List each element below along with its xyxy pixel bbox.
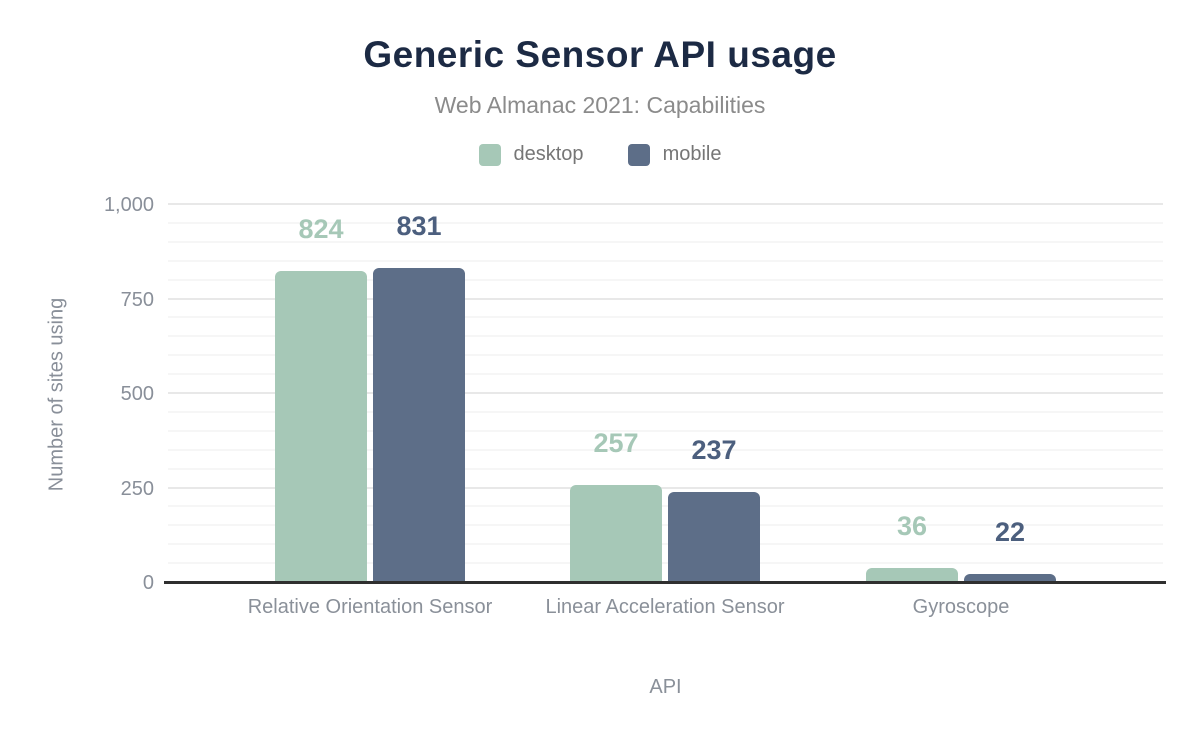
minor-gridline: [168, 354, 1163, 357]
legend-item-desktop[interactable]: desktop: [478, 143, 584, 166]
value-label-desktop-1: 824: [298, 214, 344, 244]
major-gridline: [168, 297, 1163, 300]
bar-mobile-3: [964, 574, 1056, 582]
minor-gridline: [168, 221, 1163, 224]
x-tick-label-1: Relative Orientation Sensor: [247, 596, 493, 618]
minor-gridline: [168, 429, 1163, 432]
minor-gridline: [168, 543, 1163, 546]
major-gridline: [168, 392, 1163, 394]
legend-label-desktop: desktop: [513, 143, 584, 165]
bar-desktop-3: [866, 568, 958, 582]
minor-gridline: [168, 335, 1163, 338]
y-tick-label-250: 250: [120, 477, 154, 500]
minor-gridline: [168, 259, 1163, 262]
legend-swatch-mobile: [627, 143, 650, 166]
value-label-mobile-3: 22: [994, 517, 1026, 547]
value-label-desktop-2: 257: [593, 428, 639, 458]
y-tick-label-500: 500: [120, 383, 154, 405]
bar-desktop-1: [275, 271, 367, 582]
legend-item-mobile[interactable]: mobile: [627, 143, 722, 166]
minor-gridline: [168, 448, 1163, 451]
minor-gridline: [168, 467, 1163, 470]
y-tick-label-750: 750: [120, 288, 154, 311]
value-label-mobile-2: 237: [691, 435, 737, 465]
minor-gridline: [168, 240, 1163, 243]
x-tick-label-2: Linear Acceleration Sensor: [545, 596, 785, 618]
bar-desktop-2: [570, 485, 662, 582]
y-tick-label-0: 0: [142, 572, 154, 594]
minor-gridline: [168, 373, 1163, 376]
minor-gridline: [168, 410, 1163, 413]
legend-label-mobile: mobile: [662, 143, 722, 165]
value-label-desktop-3: 36: [896, 511, 928, 541]
legend-swatch-desktop: [478, 143, 501, 166]
x-tick-label-3: Gyroscope: [912, 596, 1010, 618]
plot-area: 824 831 257 237 36 22: [168, 203, 1163, 582]
minor-gridline: [168, 505, 1163, 508]
major-gridline: [168, 203, 1163, 205]
bar-mobile-2: [668, 492, 760, 582]
chart-subtitle: Web Almanac 2021: Capabilities: [434, 92, 766, 118]
legend: desktop mobile: [0, 143, 1200, 166]
y-tick-label-1,000: 1,000: [103, 194, 154, 216]
x-axis-line: [164, 581, 1166, 584]
bar-mobile-1: [373, 268, 465, 582]
value-label-mobile-1: 831: [396, 211, 442, 241]
minor-gridline: [168, 562, 1163, 565]
minor-gridline: [168, 278, 1163, 281]
minor-gridline: [168, 524, 1163, 527]
chart-title: Generic Sensor API usage: [363, 34, 837, 75]
x-axis-title: API: [649, 676, 682, 698]
minor-gridline: [168, 316, 1163, 319]
major-gridline: [168, 486, 1163, 489]
